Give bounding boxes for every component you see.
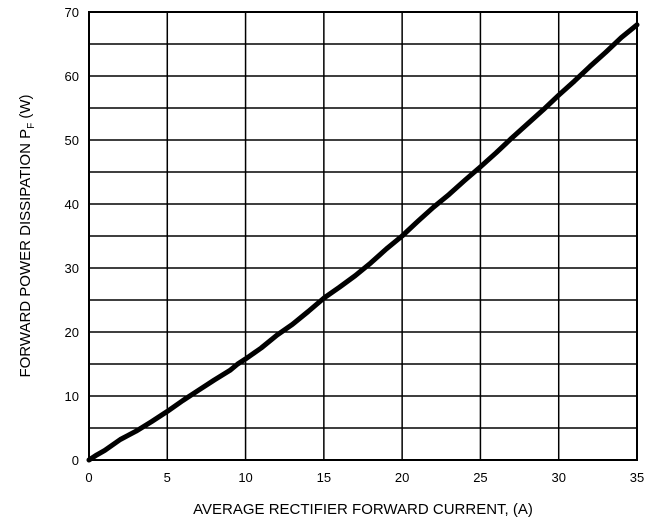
x-tick-labels: 0 5 10 15 20 25 30 35 bbox=[85, 470, 644, 485]
y-tick-label: 50 bbox=[65, 133, 79, 148]
y-tick-label: 60 bbox=[65, 69, 79, 84]
y-axis-label-unit: (W) bbox=[17, 94, 34, 122]
y-tick-label: 40 bbox=[65, 197, 79, 212]
x-tick-label: 35 bbox=[630, 470, 644, 485]
y-axis-label-main: FORWARD POWER DISSIPATION P bbox=[17, 129, 34, 378]
x-tick-label: 20 bbox=[395, 470, 409, 485]
x-tick-label: 5 bbox=[164, 470, 171, 485]
y-tick-label: 70 bbox=[65, 5, 79, 20]
y-tick-labels: 0 10 20 30 40 50 60 70 bbox=[65, 5, 79, 468]
x-tick-label: 25 bbox=[473, 470, 487, 485]
y-tick-label: 0 bbox=[72, 453, 79, 468]
x-tick-label: 0 bbox=[85, 470, 92, 485]
x-tick-label: 15 bbox=[317, 470, 331, 485]
x-tick-label: 10 bbox=[238, 470, 252, 485]
grid-lines bbox=[89, 12, 637, 460]
y-tick-label: 30 bbox=[65, 261, 79, 276]
y-tick-label: 10 bbox=[65, 389, 79, 404]
x-axis-label: AVERAGE RECTIFIER FORWARD CURRENT, (A) bbox=[193, 501, 533, 518]
y-tick-label: 20 bbox=[65, 325, 79, 340]
series-line bbox=[86, 22, 640, 463]
x-tick-label: 30 bbox=[551, 470, 565, 485]
plot-frame bbox=[88, 11, 638, 461]
y-axis-label: FORWARD POWER DISSIPATION PF (W) bbox=[17, 94, 37, 377]
y-axis-label-subscript: F bbox=[26, 123, 37, 129]
